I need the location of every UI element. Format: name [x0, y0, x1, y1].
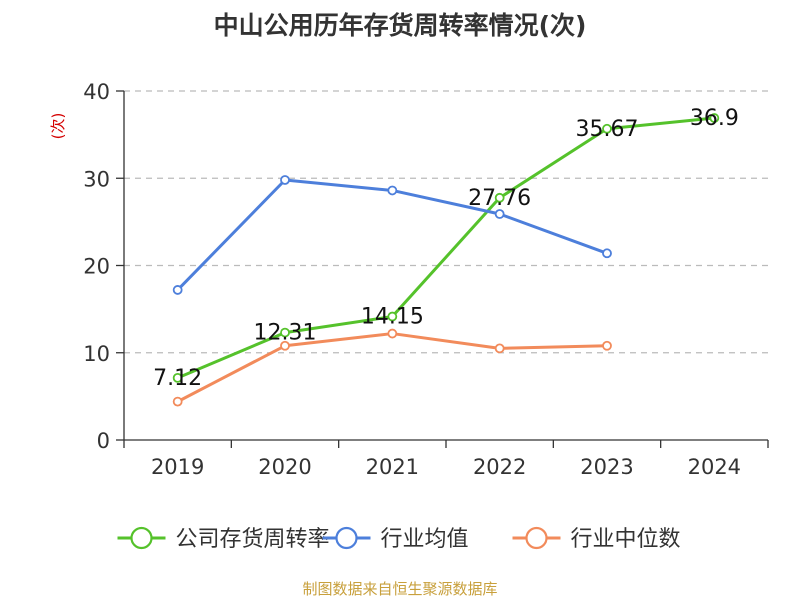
- data-label-2024: 36.9: [690, 106, 739, 131]
- point-s2-2023[interactable]: [602, 340, 612, 351]
- x-tick-label-2023: 2023: [580, 455, 633, 479]
- data-label-2022: 27.76: [468, 186, 531, 211]
- data-label-2019: 7.12: [153, 366, 202, 391]
- series-line-0: [177, 116, 715, 380]
- y-tick-label: 40: [83, 80, 110, 104]
- series-line-2: [176, 332, 608, 403]
- legend[interactable]: 公司存货周转率 行业均值 行业中位数: [117, 526, 681, 552]
- data-label-2020: 12.31: [254, 321, 317, 346]
- y-tick-label: 10: [83, 342, 110, 366]
- legend-label: 公司存货周转率: [176, 527, 330, 552]
- point-s2-2021[interactable]: [387, 328, 398, 339]
- x-tick-label-2024: 2024: [688, 455, 741, 479]
- axes: (次) 0 10 20 30 40 2019 2020 2021 2022 2023 2024: [49, 80, 769, 479]
- legend-swatch-marker: [525, 526, 548, 550]
- legend-item-0[interactable]: 公司存货周转率: [117, 526, 330, 552]
- point-s1-2022[interactable]: [494, 209, 505, 219]
- legend-item-1[interactable]: 行业均值: [322, 526, 469, 552]
- y-tick-label: 0: [97, 429, 110, 453]
- source-note: 制图数据来自恒生聚源数据库: [302, 580, 498, 598]
- legend-swatch-marker: [335, 526, 358, 550]
- point-s1-2023[interactable]: [602, 248, 612, 259]
- point-s1-2019[interactable]: [172, 285, 183, 295]
- legend-item-2[interactable]: 行业中位数: [512, 526, 681, 552]
- point-s0-2024[interactable]: [709, 113, 720, 123]
- y-tick-label: 30: [83, 167, 110, 191]
- chart-title: 中山公用历年存货周转率情况(次): [213, 11, 587, 40]
- point-s2-2019[interactable]: [172, 396, 183, 407]
- point-s1-2020[interactable]: [280, 175, 290, 185]
- point-s1-2021[interactable]: [387, 185, 398, 196]
- point-s0-2019[interactable]: [172, 372, 183, 383]
- point-s0-2020[interactable]: [280, 327, 290, 338]
- x-tick-label-2019: 2019: [151, 455, 204, 479]
- series-line-1: [176, 178, 608, 291]
- y-tick-label: 20: [83, 255, 110, 279]
- y-axis-unit-label: (次): [49, 113, 67, 140]
- point-s0-2021[interactable]: [387, 311, 398, 322]
- point-s0-2022[interactable]: [494, 192, 505, 203]
- grid-lines: [124, 90, 768, 354]
- point-s0-2023[interactable]: [602, 123, 612, 134]
- data-labels: 7.12 12.31 14.15 27.76 35.67 36.9: [153, 106, 739, 391]
- legend-label: 行业均值: [381, 527, 469, 552]
- x-tick-label-2021: 2021: [366, 455, 419, 479]
- point-s2-2020[interactable]: [280, 340, 290, 351]
- legend-label: 行业中位数: [571, 527, 681, 552]
- point-s2-2022[interactable]: [494, 343, 505, 354]
- x-tick-label-2020: 2020: [258, 455, 311, 479]
- legend-swatch-marker: [130, 526, 153, 550]
- data-label-2023: 35.67: [576, 117, 639, 142]
- x-tick-label-2022: 2022: [473, 455, 526, 479]
- series-layer: [172, 113, 720, 407]
- data-label-2021: 14.15: [361, 305, 424, 330]
